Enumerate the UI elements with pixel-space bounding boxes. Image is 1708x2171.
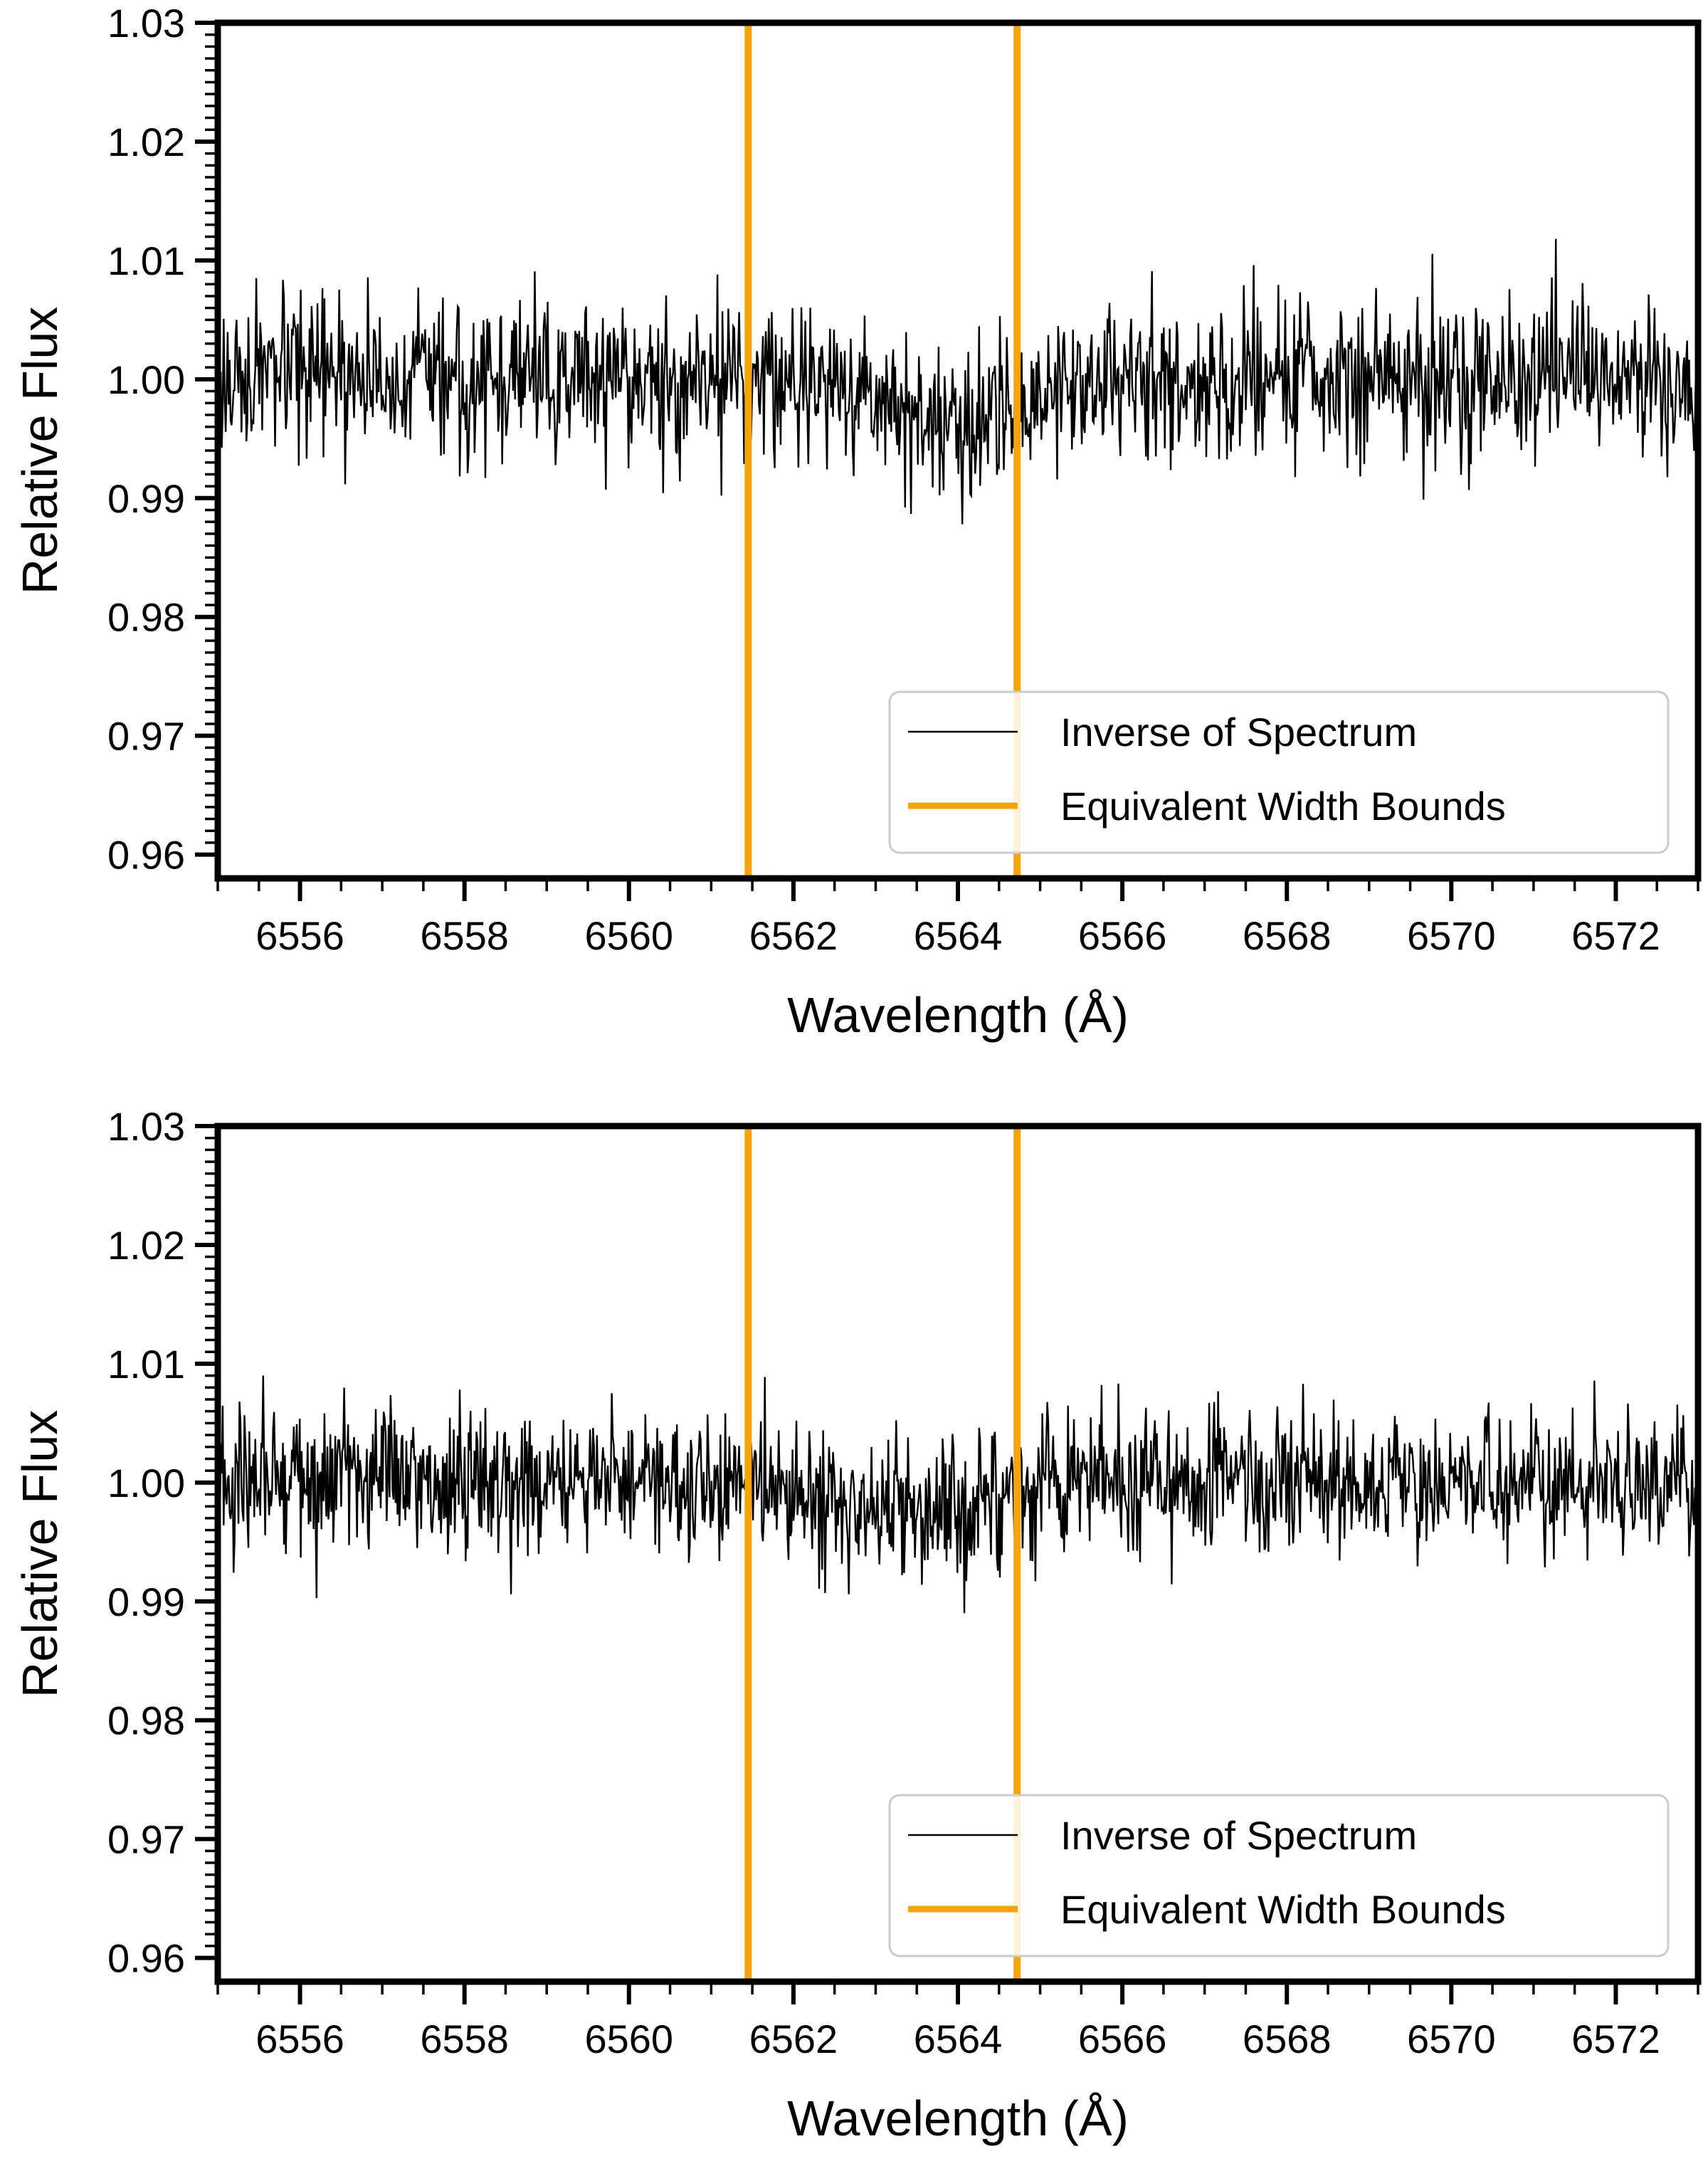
y-tick-label: 1.03 [107, 1104, 185, 1149]
x-tick-label: 6556 [255, 913, 344, 958]
x-tick-label: 6562 [749, 913, 838, 958]
x-tick-label: 6558 [420, 913, 509, 958]
x-tick-label: 6558 [420, 2017, 509, 2061]
y-axis-label: Relative Flux [12, 1410, 68, 1698]
legend-entry: Equivalent Width Bounds [1060, 1887, 1506, 1932]
y-axis-label: Relative Flux [12, 307, 68, 595]
y-tick-label: 0.97 [107, 1817, 185, 1862]
x-tick-label: 6570 [1407, 913, 1496, 958]
legend-box [888, 1794, 1670, 1957]
x-tick-label: 6560 [584, 913, 673, 958]
x-tick-label: 6564 [914, 2017, 1003, 2061]
chart-panel-bottom: 6556 6558 6560 6562 6564 6566 6568 6570 6572 0.96… [12, 1104, 1702, 2146]
y-tick-label: 1.02 [107, 1223, 185, 1268]
x-tick-label: 6572 [1571, 913, 1660, 958]
legend-entry: Equivalent Width Bounds [1060, 784, 1506, 829]
legend: Inverse of Spectrum Equivalent Width Boun… [888, 1794, 1670, 1957]
x-axis-label: Wavelength (Å) [787, 987, 1129, 1043]
y-tick-label: 0.98 [107, 1698, 185, 1743]
spectrum-line [218, 238, 1698, 525]
y-tick-label: 1.02 [107, 120, 185, 164]
legend-entry: Inverse of Spectrum [1060, 710, 1417, 755]
legend-box [888, 690, 1670, 854]
x-tick-label: 6556 [255, 2017, 344, 2061]
y-tick-label: 1.00 [107, 357, 185, 402]
y-tick-label: 0.96 [107, 1936, 185, 1981]
y-tick-label: 0.99 [107, 1579, 185, 1624]
x-tick-label: 6572 [1571, 2017, 1660, 2061]
y-tick-label: 1.03 [107, 1, 185, 46]
y-tick-label: 1.00 [107, 1461, 185, 1505]
x-tick-label: 6568 [1243, 913, 1332, 958]
spectrum-line [218, 1375, 1698, 1614]
x-tick-label: 6570 [1407, 2017, 1496, 2061]
x-axis-label: Wavelength (Å) [787, 2091, 1129, 2146]
y-tick-label: 0.98 [107, 595, 185, 640]
chart-panel-top: 6556 6558 6560 6562 6564 6566 6568 6570 6572 0.96… [12, 1, 1702, 1043]
y-tick-label: 0.99 [107, 476, 185, 521]
legend: Inverse of Spectrum Equivalent Width Boun… [888, 690, 1670, 854]
x-tick-label: 6566 [1078, 2017, 1167, 2061]
y-tick-label: 0.97 [107, 714, 185, 759]
x-tick-label: 6560 [584, 2017, 673, 2061]
legend-entry: Inverse of Spectrum [1060, 1813, 1417, 1858]
y-tick-label: 1.01 [107, 238, 185, 283]
x-tick-label: 6564 [914, 913, 1003, 958]
x-tick-label: 6568 [1243, 2017, 1332, 2061]
x-tick-label: 6566 [1078, 913, 1167, 958]
y-tick-label: 1.01 [107, 1342, 185, 1387]
y-tick-label: 0.96 [107, 833, 185, 878]
x-tick-label: 6562 [749, 2017, 838, 2061]
